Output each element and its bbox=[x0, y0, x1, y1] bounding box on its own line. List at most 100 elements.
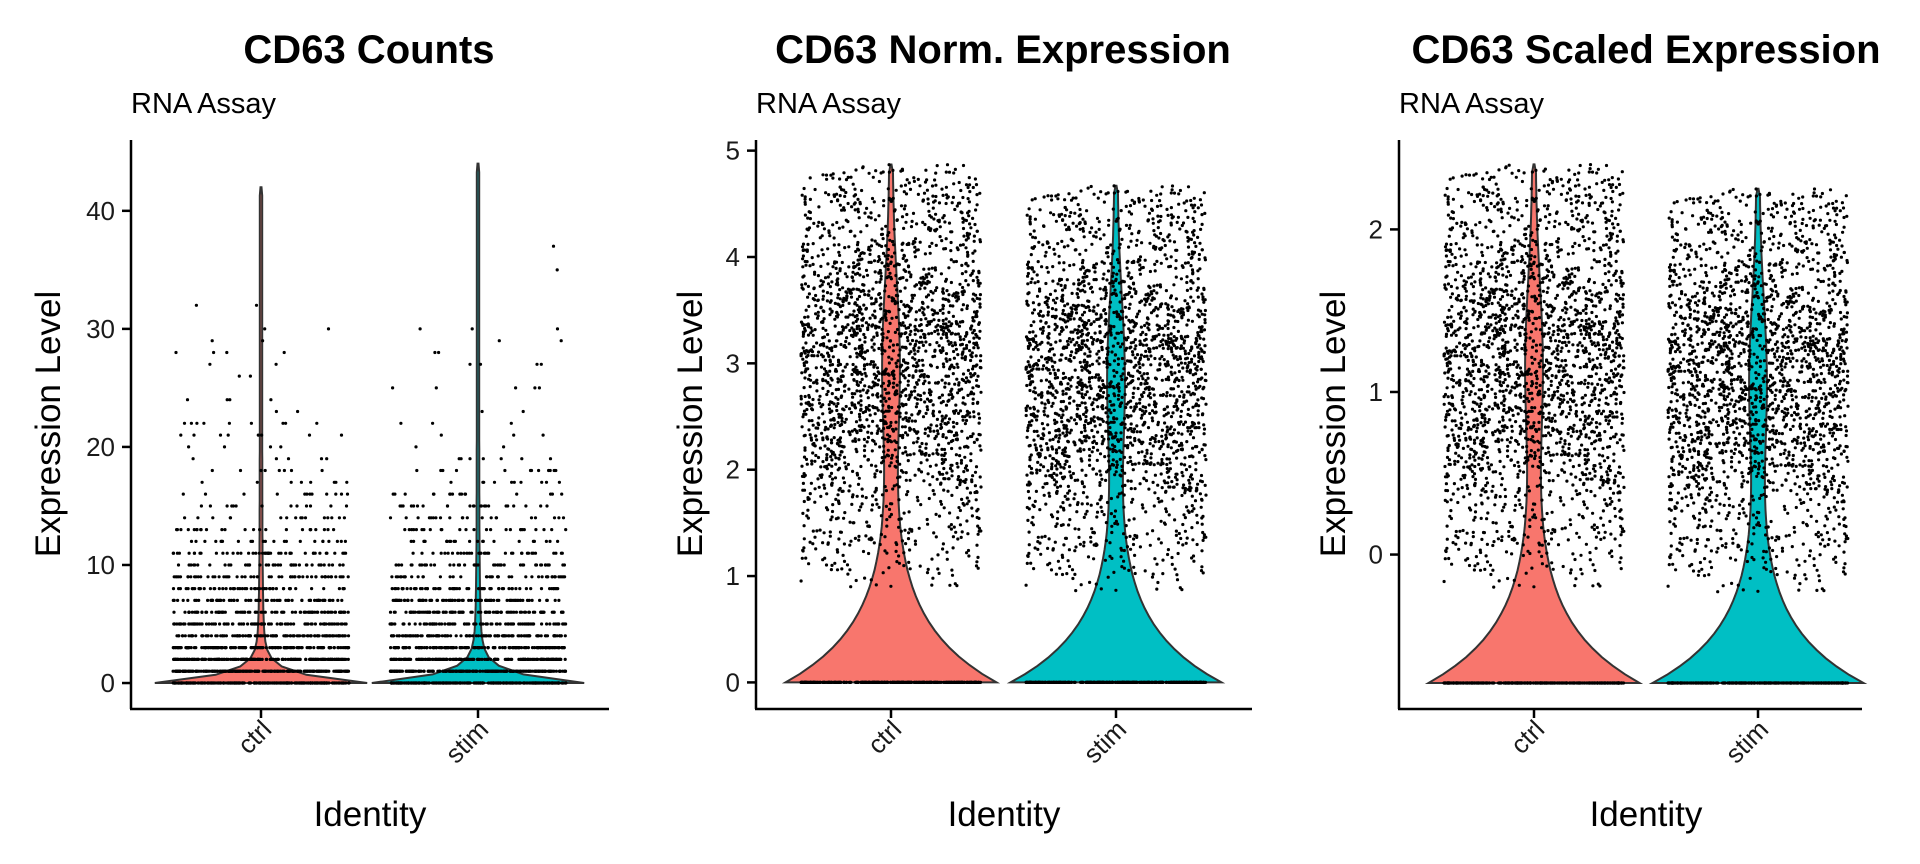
data-point bbox=[945, 289, 949, 293]
data-point bbox=[337, 587, 341, 591]
data-point bbox=[857, 267, 861, 271]
data-point bbox=[519, 528, 523, 532]
data-point bbox=[512, 480, 516, 484]
data-point bbox=[887, 275, 891, 279]
data-point bbox=[901, 451, 905, 455]
data-point bbox=[391, 598, 395, 603]
data-point bbox=[510, 480, 514, 484]
data-point bbox=[449, 480, 453, 484]
data-point bbox=[855, 494, 859, 498]
data-point bbox=[343, 634, 347, 638]
data-point bbox=[848, 407, 852, 411]
data-point bbox=[479, 551, 483, 555]
data-point bbox=[213, 622, 217, 626]
data-point bbox=[409, 587, 413, 591]
data-point bbox=[405, 587, 409, 591]
data-point bbox=[308, 657, 312, 662]
data-point bbox=[884, 224, 888, 228]
data-point bbox=[909, 390, 914, 394]
data-point bbox=[949, 240, 953, 245]
data-point bbox=[926, 472, 930, 476]
data-point bbox=[240, 587, 244, 591]
data-point bbox=[902, 511, 906, 515]
data-point bbox=[254, 303, 259, 307]
data-point bbox=[947, 320, 951, 324]
data-point bbox=[339, 610, 343, 614]
data-point bbox=[277, 468, 281, 473]
data-point bbox=[420, 563, 424, 567]
data-point bbox=[244, 598, 248, 603]
data-point bbox=[457, 457, 461, 461]
data-point bbox=[800, 371, 804, 375]
data-point bbox=[862, 367, 867, 371]
data-point bbox=[975, 560, 979, 564]
data-point bbox=[334, 657, 338, 662]
data-point bbox=[438, 575, 442, 579]
data-point bbox=[950, 201, 954, 205]
data-point bbox=[400, 563, 404, 567]
data-point bbox=[212, 587, 216, 591]
data-point bbox=[196, 681, 200, 685]
data-point bbox=[468, 457, 472, 461]
data-point bbox=[531, 551, 535, 555]
data-point bbox=[819, 305, 823, 309]
data-point bbox=[811, 333, 815, 337]
data-point bbox=[868, 316, 872, 320]
data-point bbox=[186, 575, 190, 579]
data-point bbox=[231, 622, 235, 626]
data-point bbox=[847, 245, 851, 249]
data-point bbox=[935, 417, 940, 421]
data-point bbox=[906, 459, 910, 463]
data-point bbox=[901, 417, 905, 421]
data-point bbox=[902, 268, 906, 272]
data-point bbox=[404, 634, 408, 638]
data-point bbox=[264, 563, 268, 567]
data-point bbox=[916, 248, 920, 252]
data-point bbox=[193, 657, 197, 662]
data-point bbox=[252, 575, 256, 579]
data-point bbox=[462, 551, 466, 555]
data-point bbox=[202, 421, 206, 425]
data-point bbox=[827, 403, 831, 407]
data-point bbox=[526, 634, 530, 638]
data-point bbox=[529, 516, 534, 520]
data-point bbox=[269, 398, 273, 402]
data-point bbox=[971, 316, 975, 320]
data-point bbox=[550, 528, 554, 532]
data-point bbox=[958, 282, 962, 286]
data-point bbox=[894, 427, 898, 431]
data-point bbox=[234, 504, 238, 508]
data-point bbox=[874, 169, 878, 173]
data-point bbox=[965, 496, 969, 500]
data-point bbox=[960, 530, 964, 534]
data-point bbox=[919, 461, 923, 465]
data-point bbox=[968, 372, 973, 376]
data-point bbox=[236, 539, 240, 544]
data-point bbox=[911, 211, 916, 215]
data-point bbox=[544, 563, 548, 567]
data-point bbox=[964, 270, 968, 274]
data-point bbox=[880, 409, 884, 413]
data-point bbox=[335, 539, 339, 544]
data-point bbox=[337, 634, 341, 638]
data-point bbox=[526, 622, 531, 626]
data-point bbox=[972, 440, 977, 444]
data-point bbox=[313, 610, 317, 614]
data-point bbox=[548, 622, 552, 626]
data-point bbox=[292, 622, 296, 626]
data-point bbox=[916, 393, 920, 397]
data-point bbox=[956, 365, 960, 369]
data-point bbox=[931, 475, 935, 479]
data-point bbox=[877, 371, 881, 375]
data-point bbox=[859, 399, 863, 403]
data-point bbox=[821, 412, 825, 416]
data-point bbox=[439, 433, 443, 437]
data-point bbox=[411, 551, 415, 555]
data-point bbox=[217, 575, 221, 579]
data-point bbox=[193, 681, 197, 685]
data-point bbox=[835, 220, 839, 225]
data-point bbox=[847, 301, 851, 305]
data-point bbox=[851, 469, 855, 473]
data-point bbox=[524, 646, 528, 650]
data-point bbox=[414, 646, 418, 650]
